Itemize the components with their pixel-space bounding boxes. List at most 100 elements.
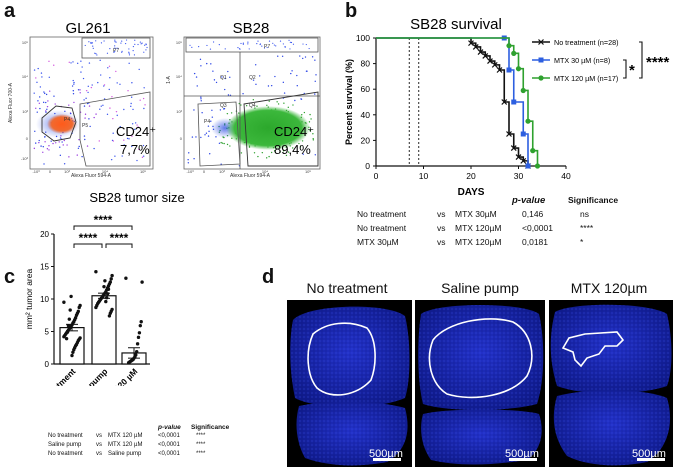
flow-event-dot [48,149,50,151]
flow-event-dot [95,40,97,42]
flow-event-dot [200,100,202,102]
flow-event-dot [294,99,296,102]
flow-event-dot [84,117,86,119]
flow-event-dot [73,101,75,104]
flow-event-dot [292,104,294,106]
flow-event-dot [237,46,239,49]
gl261-marker-label: CD24⁺ [116,124,156,139]
flow-event-dot [302,153,304,155]
flow-event-dot [274,75,276,78]
flow-event-dot [299,146,302,148]
flow-event-dot [128,54,131,56]
survival-data-point [520,87,526,94]
flow-event-dot [212,41,215,43]
flow-event-dot [221,76,223,78]
flow-event-dot [35,142,37,144]
tumor-size-data-point [138,323,142,328]
size-table-cell-vs: vs [96,433,102,439]
survival-table-cell-a: No treatment [357,209,407,219]
flow-event-dot [145,49,147,51]
flow-event-dot [259,43,262,45]
flow-event-dot [108,88,110,91]
flow-event-dot [120,42,122,44]
flow-event-dot [70,62,72,64]
flow-event-dot [73,83,75,85]
gl261-ytick: 10³ [22,109,28,114]
tumor-size-data-point [62,300,66,304]
flow-event-dot [100,42,103,44]
gl261-gate-label-p4: P4 [64,117,70,123]
flow-event-dot [209,48,212,50]
flow-event-dot [282,150,285,152]
tumor-size-y-tick-label: 5 [45,328,50,337]
flow-event-dot [207,125,210,127]
scale-bar [637,458,665,461]
flow-event-dot [115,41,117,43]
histology-panel: No treatment Saline pump MTX 120µm [287,280,685,467]
survival-legend-label: MTX 120 µM (n=17) [554,74,618,83]
sb28-marker-label: CD24⁺ [274,124,314,139]
flow-event-dot [95,113,97,115]
panel-letter-b: b [345,0,358,22]
flow-event-dot [68,156,70,158]
flow-event-dot [200,96,202,98]
flow-event-dot [305,43,307,46]
flow-event-dot [45,101,47,104]
flow-event-dot [266,46,268,49]
flow-event-dot [87,85,89,88]
flow-event-dot [61,141,63,143]
flow-event-dot [88,41,90,43]
flow-event-dot [137,126,139,128]
flow-event-dot [146,46,148,49]
flow-event-dot [130,102,132,105]
flow-event-dot [33,92,35,94]
flow-event-dot [128,51,130,53]
flow-event-dot [308,121,311,123]
flow-event-dot [54,103,56,105]
survival-data-point [496,67,503,73]
tumor-size-data-point [109,277,113,281]
flow-event-dot [211,116,214,118]
flow-event-dot [219,109,222,111]
flow-event-dot [88,118,90,120]
flow-event-dot [132,45,135,48]
flow-event-dot [39,96,41,98]
flow-event-dot [142,155,145,157]
flow-event-dot [196,85,198,87]
sb28-xtick: 10⁵ [305,169,311,174]
flow-event-dot [128,48,130,50]
tumor-size-data-point [68,308,72,312]
flow-event-dot [121,51,123,53]
flow-event-dot [292,43,295,45]
flow-event-dot [277,55,279,57]
sb28-xtick: 10⁴ [262,169,268,174]
flow-cytometry-panel: GL261 P7 P4 P5 CD24⁺ 7,7% Alexa Fluor 70… [8,20,321,179]
tumor-size-data-point [110,273,114,278]
flow-event-dot [121,155,123,157]
flow-event-dot [247,41,249,43]
flow-event-dot [309,130,311,132]
flow-event-dot [206,44,208,47]
flow-event-dot [242,42,244,44]
flow-event-dot [254,64,257,66]
flow-event-dot [53,64,55,66]
flow-event-dot [308,47,310,50]
survival-title: SB28 survival [410,16,502,33]
flow-event-dot [199,58,202,61]
flow-event-dot [312,138,314,140]
flow-event-dot [143,51,145,53]
flow-event-dot [43,91,45,93]
survival-table-cell-b: MTX 30µM [455,209,497,219]
gl261-plot-frame [29,36,154,170]
flow-event-dot [45,93,48,96]
flow-event-dot [72,79,74,82]
flow-event-dot [123,144,125,146]
flow-event-dot [94,52,96,54]
flow-event-dot [53,95,55,97]
size-table-cell-sig: **** [196,433,206,439]
flow-event-dot [200,65,202,67]
gl261-gate-label-p5: P5 [82,123,88,129]
flow-event-dot [123,108,125,111]
flow-event-dot [265,157,268,159]
tumor-size-category-label: No treatment [33,366,77,386]
